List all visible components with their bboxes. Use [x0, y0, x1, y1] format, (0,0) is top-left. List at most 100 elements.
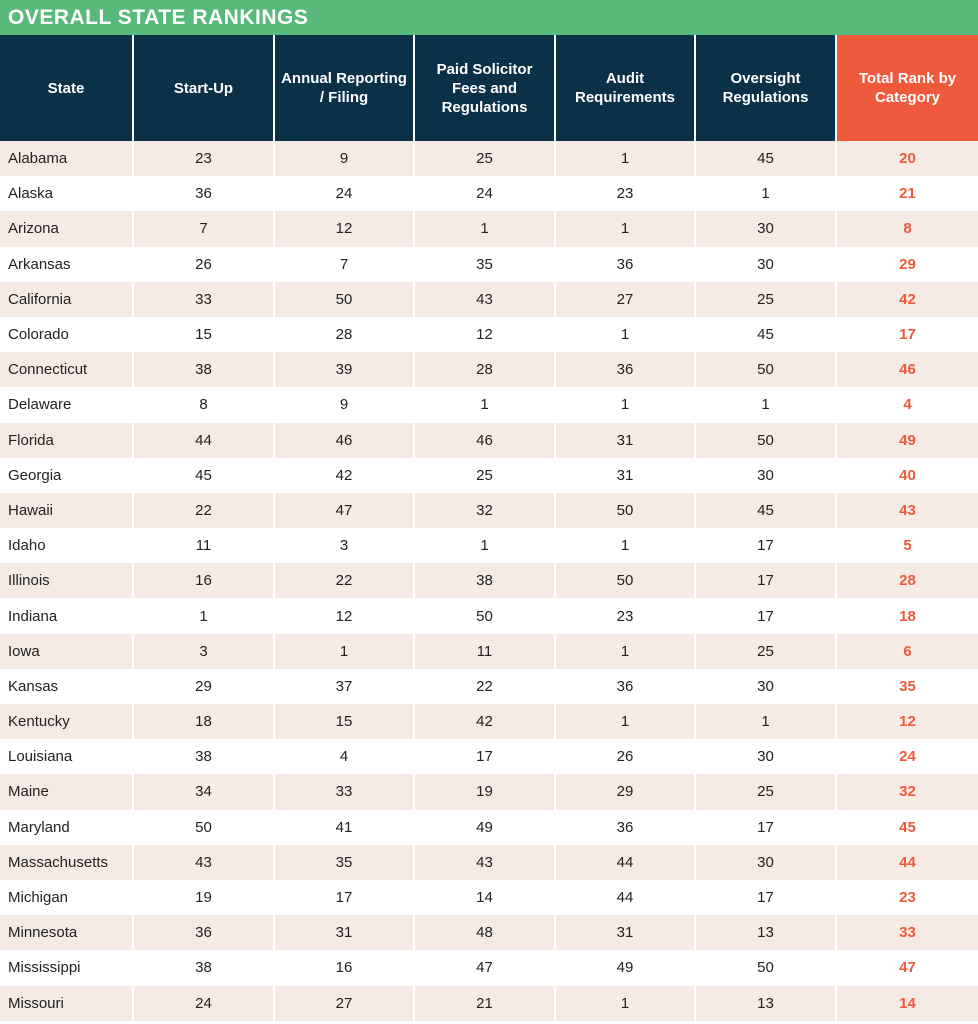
header-annual-reporting: Annual Reporting / Filing [274, 35, 415, 141]
paid-solicitor-cell: 49 [414, 809, 556, 845]
state-cell: Kansas [0, 668, 134, 704]
total-rank-cell: 6 [836, 633, 978, 669]
annual-reporting-cell: 27 [274, 985, 415, 1021]
total-rank-cell: 4 [836, 387, 978, 423]
oversight-cell: 45 [695, 316, 837, 353]
state-cell: Florida [0, 422, 134, 458]
paid-solicitor-cell: 38 [414, 563, 556, 599]
table-row: Maryland 50 41 49 36 17 45 [0, 809, 978, 845]
annual-reporting-cell: 17 [274, 879, 415, 916]
oversight-cell: 13 [695, 985, 837, 1021]
table-row: Maine 34 33 19 29 25 32 [0, 774, 978, 810]
startup-cell: 18 [133, 704, 275, 740]
startup-cell: 3 [133, 633, 275, 669]
total-rank-cell: 42 [836, 281, 978, 317]
paid-solicitor-cell: 32 [414, 492, 556, 529]
audit-cell: 36 [555, 246, 696, 282]
oversight-cell: 17 [695, 528, 837, 564]
state-cell: Colorado [0, 316, 134, 353]
annual-reporting-cell: 9 [274, 141, 415, 177]
total-rank-cell: 33 [836, 915, 978, 951]
total-rank-cell: 14 [836, 985, 978, 1021]
startup-cell: 38 [133, 950, 275, 986]
paid-solicitor-cell: 14 [414, 879, 556, 916]
state-cell: Arizona [0, 211, 134, 247]
state-cell: Kentucky [0, 704, 134, 740]
audit-cell: 1 [555, 211, 696, 247]
oversight-cell: 45 [695, 141, 837, 177]
table-row: Iowa 3 1 11 1 25 6 [0, 633, 978, 669]
startup-cell: 11 [133, 528, 275, 564]
oversight-cell: 30 [695, 844, 837, 880]
paid-solicitor-cell: 22 [414, 668, 556, 704]
startup-cell: 34 [133, 774, 275, 810]
annual-reporting-cell: 28 [274, 316, 415, 353]
total-rank-cell: 32 [836, 774, 978, 810]
paid-solicitor-cell: 50 [414, 598, 556, 634]
table-row: Idaho 11 3 1 1 17 5 [0, 528, 978, 564]
total-rank-cell: 24 [836, 739, 978, 775]
oversight-cell: 45 [695, 492, 837, 529]
state-cell: Massachusetts [0, 844, 134, 880]
oversight-cell: 50 [695, 950, 837, 986]
paid-solicitor-cell: 21 [414, 985, 556, 1021]
audit-cell: 29 [555, 774, 696, 810]
paid-solicitor-cell: 1 [414, 387, 556, 423]
table-row: Massachusetts 43 35 43 44 30 44 [0, 844, 978, 880]
oversight-cell: 25 [695, 281, 837, 317]
table-row: Kentucky 18 15 42 1 1 12 [0, 704, 978, 740]
audit-cell: 1 [555, 528, 696, 564]
state-cell: Alabama [0, 141, 134, 177]
table-row: Missouri 24 27 21 1 13 14 [0, 985, 978, 1021]
header-row: State Start-Up Annual Reporting / Filing… [0, 35, 978, 141]
annual-reporting-cell: 3 [274, 528, 415, 564]
table-row: Louisiana 38 4 17 26 30 24 [0, 739, 978, 775]
annual-reporting-cell: 12 [274, 211, 415, 247]
startup-cell: 36 [133, 176, 275, 212]
audit-cell: 1 [555, 704, 696, 740]
audit-cell: 44 [555, 879, 696, 916]
audit-cell: 50 [555, 492, 696, 529]
audit-cell: 23 [555, 176, 696, 212]
state-cell: Indiana [0, 598, 134, 634]
audit-cell: 36 [555, 668, 696, 704]
state-cell: Idaho [0, 528, 134, 564]
total-rank-cell: 17 [836, 316, 978, 353]
total-rank-cell: 5 [836, 528, 978, 564]
audit-cell: 1 [555, 985, 696, 1021]
audit-cell: 31 [555, 457, 696, 493]
total-rank-cell: 40 [836, 457, 978, 493]
audit-cell: 27 [555, 281, 696, 317]
total-rank-cell: 49 [836, 422, 978, 458]
oversight-cell: 17 [695, 809, 837, 845]
paid-solicitor-cell: 12 [414, 316, 556, 353]
annual-reporting-cell: 47 [274, 492, 415, 529]
oversight-cell: 17 [695, 598, 837, 634]
table-row: Illinois 16 22 38 50 17 28 [0, 563, 978, 599]
oversight-cell: 1 [695, 176, 837, 212]
paid-solicitor-cell: 1 [414, 528, 556, 564]
table-row: Hawaii 22 47 32 50 45 43 [0, 492, 978, 529]
startup-cell: 38 [133, 352, 275, 388]
state-cell: Missouri [0, 985, 134, 1021]
startup-cell: 7 [133, 211, 275, 247]
oversight-cell: 30 [695, 246, 837, 282]
oversight-cell: 17 [695, 563, 837, 599]
audit-cell: 49 [555, 950, 696, 986]
annual-reporting-cell: 46 [274, 422, 415, 458]
audit-cell: 50 [555, 563, 696, 599]
paid-solicitor-cell: 17 [414, 739, 556, 775]
audit-cell: 36 [555, 352, 696, 388]
paid-solicitor-cell: 25 [414, 141, 556, 177]
total-rank-cell: 23 [836, 879, 978, 916]
startup-cell: 29 [133, 668, 275, 704]
oversight-cell: 25 [695, 633, 837, 669]
table-row: Michigan 19 17 14 44 17 23 [0, 879, 978, 916]
annual-reporting-cell: 7 [274, 246, 415, 282]
startup-cell: 43 [133, 844, 275, 880]
annual-reporting-cell: 15 [274, 704, 415, 740]
startup-cell: 26 [133, 246, 275, 282]
paid-solicitor-cell: 35 [414, 246, 556, 282]
annual-reporting-cell: 22 [274, 563, 415, 599]
